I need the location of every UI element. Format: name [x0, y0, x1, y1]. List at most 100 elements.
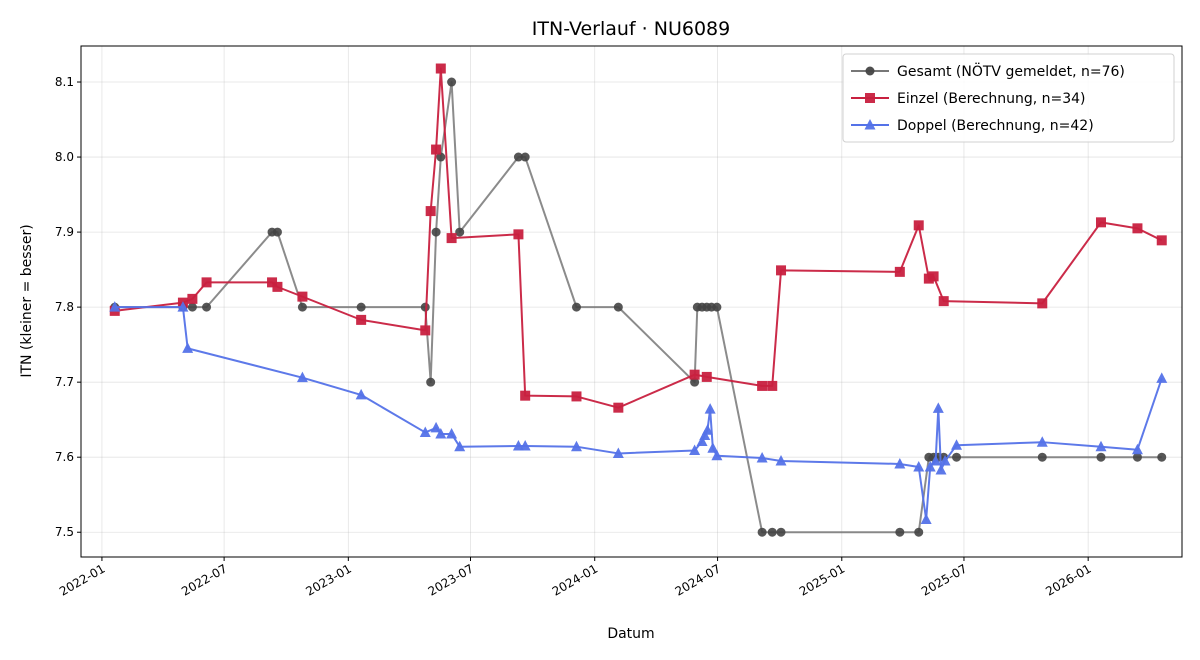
data-point [689, 369, 700, 380]
data-point [913, 220, 924, 231]
x-axis-label: Datum [607, 626, 654, 642]
data-point [420, 325, 431, 336]
data-point [776, 527, 786, 537]
data-point [426, 377, 436, 387]
data-point [571, 302, 581, 312]
data-point [707, 442, 719, 453]
data-point [520, 390, 531, 401]
data-point [356, 314, 367, 325]
data-point [187, 302, 197, 312]
data-point [952, 452, 962, 462]
legend-label: Einzel (Berechnung, n=34) [897, 91, 1086, 107]
legend-entry: Doppel (Berechnung, n=42) [851, 118, 1094, 134]
data-point [939, 454, 951, 466]
data-point [446, 427, 458, 439]
data-point [177, 301, 189, 312]
data-point [776, 265, 787, 276]
data-point [612, 447, 624, 458]
data-point [109, 301, 121, 312]
data-point [513, 229, 524, 240]
data-point [297, 291, 308, 302]
data-point [701, 424, 713, 435]
y-tick-label: 7.7 [55, 375, 74, 389]
data-point [1095, 217, 1106, 228]
data-point [928, 271, 939, 282]
data-point [202, 302, 212, 312]
data-point [930, 454, 942, 466]
data-point [455, 227, 465, 237]
data-point [435, 63, 446, 74]
data-point [756, 451, 768, 463]
data-point [201, 277, 212, 288]
y-tick-label: 8.1 [55, 75, 74, 89]
data-point [895, 527, 905, 537]
legend-label: Doppel (Berechnung, n=42) [897, 118, 1094, 134]
data-point [431, 144, 442, 155]
data-point [296, 371, 308, 383]
data-point [454, 440, 466, 452]
data-point [513, 152, 523, 162]
series-layer [109, 63, 1168, 537]
data-point [1096, 452, 1106, 462]
data-point [699, 429, 711, 440]
legend-entry: Einzel (Berechnung, n=34) [851, 91, 1086, 107]
data-point [182, 342, 194, 353]
legend-marker [865, 66, 875, 76]
data-point [420, 302, 430, 312]
data-point [712, 302, 722, 312]
data-point [519, 439, 531, 451]
data-point [1156, 235, 1167, 246]
series-doppel [109, 301, 1168, 524]
y-tick-label: 7.9 [55, 225, 74, 239]
series-einzel [109, 63, 1167, 413]
legend-entry: Gesamt (NÖTV gemeldet, n=76) [851, 62, 1125, 80]
data-point [267, 277, 278, 288]
data-point [938, 296, 949, 307]
data-point [920, 513, 932, 524]
data-point [430, 421, 442, 433]
legend-marker [865, 93, 875, 103]
data-point [704, 403, 716, 414]
data-point [613, 302, 623, 312]
data-point [297, 302, 307, 312]
data-point [932, 402, 944, 413]
data-point [435, 427, 447, 439]
data-point [1131, 443, 1143, 455]
legend-marker [864, 119, 876, 130]
data-point [757, 527, 767, 537]
data-point [419, 426, 431, 437]
plot-frame [80, 45, 1183, 558]
data-point [355, 388, 367, 400]
y-tick-label: 8.0 [55, 150, 74, 164]
data-point [431, 227, 441, 237]
data-point [894, 266, 905, 277]
data-point [613, 402, 624, 413]
data-point [924, 460, 936, 472]
data-point [1156, 372, 1168, 383]
data-point [272, 227, 282, 237]
data-point [1095, 440, 1107, 452]
data-point [1036, 436, 1048, 447]
legend: Gesamt (NÖTV gemeldet, n=76) Einzel (Bere… [842, 53, 1175, 143]
data-point [1037, 452, 1047, 462]
data-point [696, 435, 708, 446]
data-point [272, 281, 283, 292]
data-point [935, 463, 947, 475]
legend-label: Gesamt (NÖTV gemeldet, n=76) [897, 62, 1125, 80]
data-point [187, 293, 198, 304]
data-point [1132, 452, 1142, 462]
data-point [951, 439, 963, 450]
data-point [701, 371, 712, 382]
data-point [1157, 452, 1167, 462]
data-point [711, 449, 723, 461]
data-point [767, 380, 778, 391]
data-point [689, 444, 701, 455]
data-point [1037, 298, 1048, 309]
data-point [894, 457, 906, 469]
data-point [356, 302, 366, 312]
data-point [767, 527, 777, 537]
data-point [914, 527, 924, 537]
y-tick-label: 7.8 [55, 300, 74, 314]
data-point [1132, 223, 1143, 234]
chart-title: ITN-Verlauf · NU6089 [532, 18, 730, 40]
